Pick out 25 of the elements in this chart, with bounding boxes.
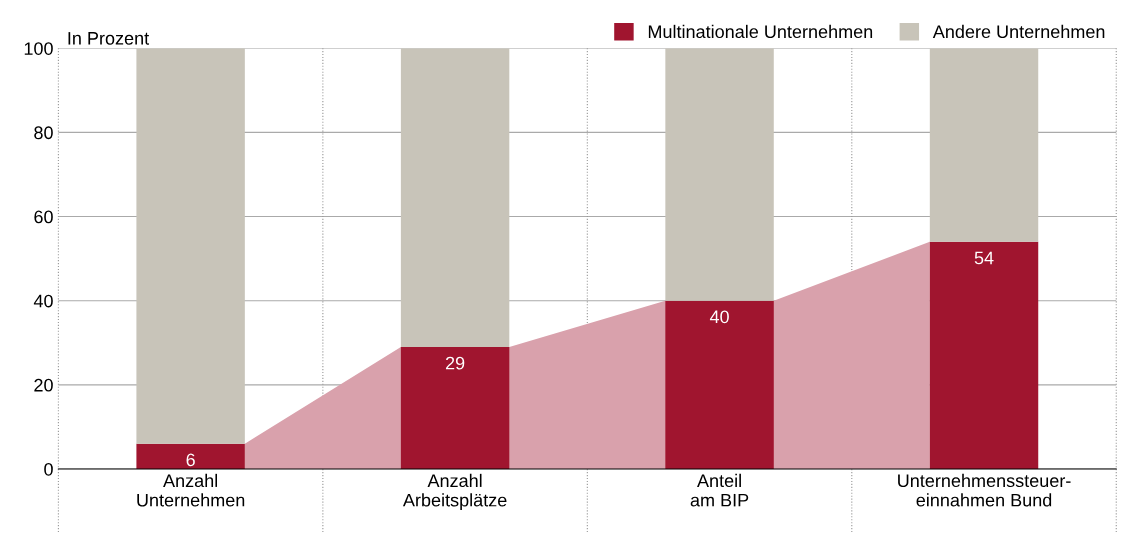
data-label: 40 [709, 310, 729, 324]
y-tick-label: 0 [44, 462, 53, 476]
legend-label: Multinationale Unternehmen [648, 24, 873, 39]
bar [929, 241, 1039, 469]
x-tick-label: Unternehmenssteuer- einnahmen Bund [898, 473, 1071, 507]
x-tick-label: Anzahl Unternehmen [137, 473, 245, 507]
y-axis-title: In Prozent [68, 32, 150, 45]
legend-label: Andere Unternehmen [932, 24, 1105, 39]
data-label: 29 [445, 356, 465, 370]
bar [929, 48, 1039, 242]
bar [136, 443, 245, 469]
bar [400, 48, 510, 347]
bar [665, 300, 774, 469]
y-tick-label: 80 [34, 126, 53, 140]
x-tick-label: Anzahl Arbeitsplätze [402, 473, 507, 511]
y-tick-label: 100 [24, 42, 53, 56]
x-tick-label: Anteil am BIP [690, 473, 749, 507]
data-label: 54 [974, 251, 994, 265]
data-label: 6 [186, 453, 195, 467]
bar [665, 48, 774, 301]
bar [400, 346, 510, 469]
y-tick-label: 20 [34, 378, 53, 392]
y-tick-label: 60 [34, 210, 53, 224]
y-tick-label: 40 [33, 294, 53, 308]
bar [136, 48, 245, 444]
